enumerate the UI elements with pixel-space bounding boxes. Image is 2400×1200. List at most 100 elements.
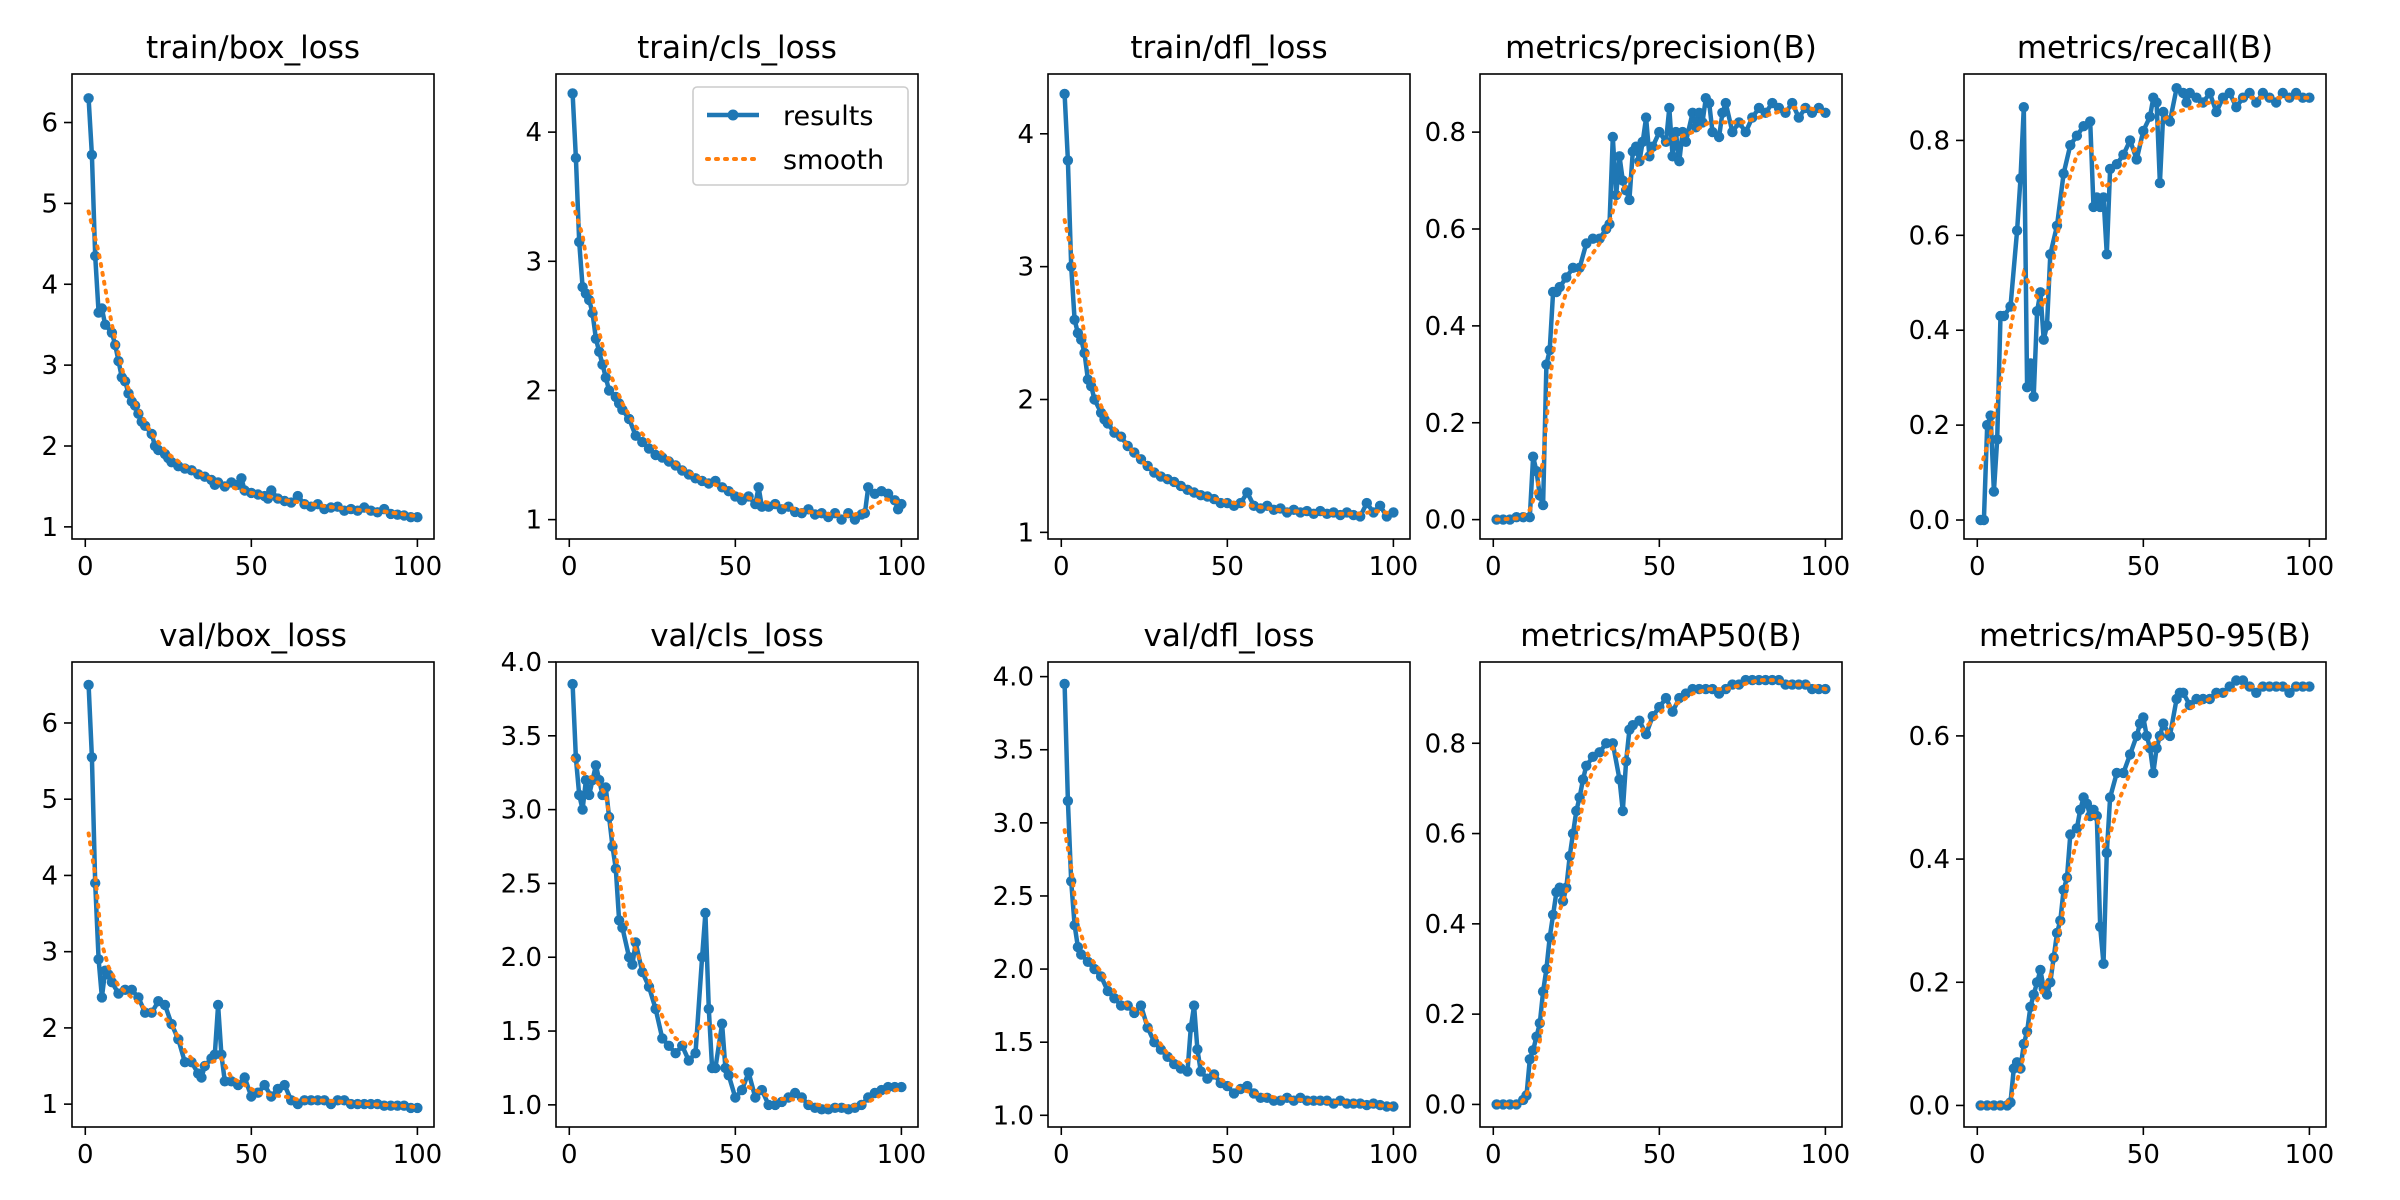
plot-area — [83, 679, 423, 1114]
data-point — [2031, 977, 2043, 988]
data-point — [1674, 156, 1685, 167]
y-tick-label: 0.0 — [1425, 1090, 1466, 1120]
data-point — [2144, 111, 2156, 122]
data-point — [1680, 136, 1692, 147]
data-point — [2025, 358, 2036, 369]
y-tick-label: 3 — [41, 351, 58, 381]
data-point — [259, 1079, 270, 1091]
data-point — [1242, 1080, 1253, 1092]
x-tick-label: 100 — [2285, 1140, 2335, 1170]
data-point — [1524, 1054, 1536, 1065]
y-tick-label: 0.6 — [1909, 722, 1950, 752]
data-point — [2075, 804, 2086, 815]
x-tick-label: 50 — [1643, 552, 1676, 582]
data-point — [1667, 706, 1678, 717]
x-tick-label: 0 — [561, 1140, 578, 1170]
y-tick-label: 0.4 — [1425, 312, 1466, 342]
y-tick-label: 3 — [41, 938, 58, 968]
data-point — [2031, 306, 2043, 317]
data-point — [700, 907, 711, 919]
data-point — [696, 952, 708, 963]
data-point — [2011, 225, 2023, 236]
data-point — [1069, 314, 1080, 325]
legend-box — [692, 86, 909, 186]
data-point — [2038, 334, 2049, 345]
series-smooth-line — [86, 209, 420, 519]
data-point — [1544, 932, 1555, 943]
panel-title: metrics/mAP50-95(B) — [1979, 618, 2311, 654]
y-tick-label: 0.6 — [1425, 215, 1466, 245]
data-point — [617, 404, 628, 415]
data-point — [1361, 497, 1373, 509]
y-tick-label: 4 — [41, 270, 58, 300]
data-point — [1713, 131, 1725, 143]
data-point — [2118, 767, 2129, 779]
data-point — [126, 984, 137, 995]
data-point — [2148, 767, 2159, 779]
data-point — [159, 999, 171, 1011]
data-point — [2151, 743, 2162, 754]
y-tick-label: 2.0 — [501, 943, 542, 973]
y-tick-label: 6 — [41, 709, 58, 739]
data-point — [2085, 116, 2096, 127]
series-smooth-line — [1062, 828, 1396, 1109]
y-tick-label: 0.8 — [1425, 118, 1466, 148]
legend: results smooth — [692, 86, 909, 186]
data-point — [1717, 107, 1728, 119]
chart-panel: train/box_loss 0 50 100 1 2 3 4 5 6 — [41, 30, 442, 582]
chart-panel: metrics/precision(B) 0 50 100 0.0 0.2 0.4 0.6 0.… — [1425, 30, 1851, 582]
data-point — [1527, 451, 1539, 462]
y-tick-label: 4.0 — [501, 648, 542, 678]
legend-results-marker — [727, 109, 739, 121]
data-point — [703, 1003, 714, 1015]
axes-frame — [555, 661, 919, 1128]
x-tick-label: 50 — [235, 1140, 268, 1170]
data-point — [2041, 989, 2053, 1000]
y-tick-label: 4 — [1017, 120, 1034, 150]
panel-title: metrics/recall(B) — [2017, 30, 2273, 66]
series-smooth-line — [1978, 684, 2312, 1108]
x-tick-label: 100 — [1801, 1140, 1851, 1170]
data-point — [216, 1049, 227, 1060]
data-point — [567, 678, 578, 690]
data-point — [2081, 798, 2093, 809]
y-tick-label: 3.0 — [501, 796, 542, 826]
data-point — [1388, 1101, 1399, 1112]
x-tick-label: 100 — [877, 1140, 927, 1170]
y-tick-label: 0.2 — [1425, 1000, 1466, 1030]
x-tick-label: 0 — [77, 1140, 94, 1170]
data-point — [2095, 921, 2106, 932]
data-point — [1647, 141, 1658, 152]
data-point — [2065, 829, 2076, 840]
data-point — [836, 514, 847, 525]
data-point — [882, 488, 894, 499]
data-point — [590, 760, 602, 771]
x-tick-label: 100 — [1801, 552, 1851, 582]
data-point — [1162, 1051, 1173, 1063]
y-tick-label: 5 — [41, 189, 58, 219]
data-point — [1998, 310, 2010, 322]
y-tick-label: 3.5 — [993, 736, 1034, 766]
y-tick-label: 0.0 — [1909, 1091, 1950, 1121]
y-tick-label: 2.0 — [993, 955, 1034, 985]
data-point — [93, 954, 104, 965]
x-tick-label: 100 — [1369, 1140, 1419, 1170]
data-point — [1607, 131, 1619, 143]
data-point — [2251, 97, 2262, 108]
axes-frame — [1479, 661, 1843, 1128]
chart-panel: val/dfl_loss 0 50 100 1.0 1.5 2.0 2.5 3.0 3.5 4.0 — [993, 618, 1419, 1170]
data-point — [1614, 151, 1625, 162]
data-point — [1155, 1044, 1167, 1055]
data-point — [600, 372, 611, 383]
panel-title: train/cls_loss — [637, 30, 837, 66]
panel-title: train/dfl_loss — [1130, 30, 1327, 66]
y-tick-label: 0.2 — [1909, 411, 1950, 441]
y-tick-label: 1.5 — [501, 1017, 542, 1047]
chart-panel: metrics/recall(B) 0 50 100 0.0 0.2 0.4 0.6 0.8 — [1909, 30, 2335, 582]
data-point — [2071, 130, 2083, 141]
y-tick-label: 1 — [41, 1090, 58, 1120]
data-point — [2138, 125, 2149, 137]
data-point — [96, 303, 108, 314]
data-point — [1524, 512, 1536, 523]
